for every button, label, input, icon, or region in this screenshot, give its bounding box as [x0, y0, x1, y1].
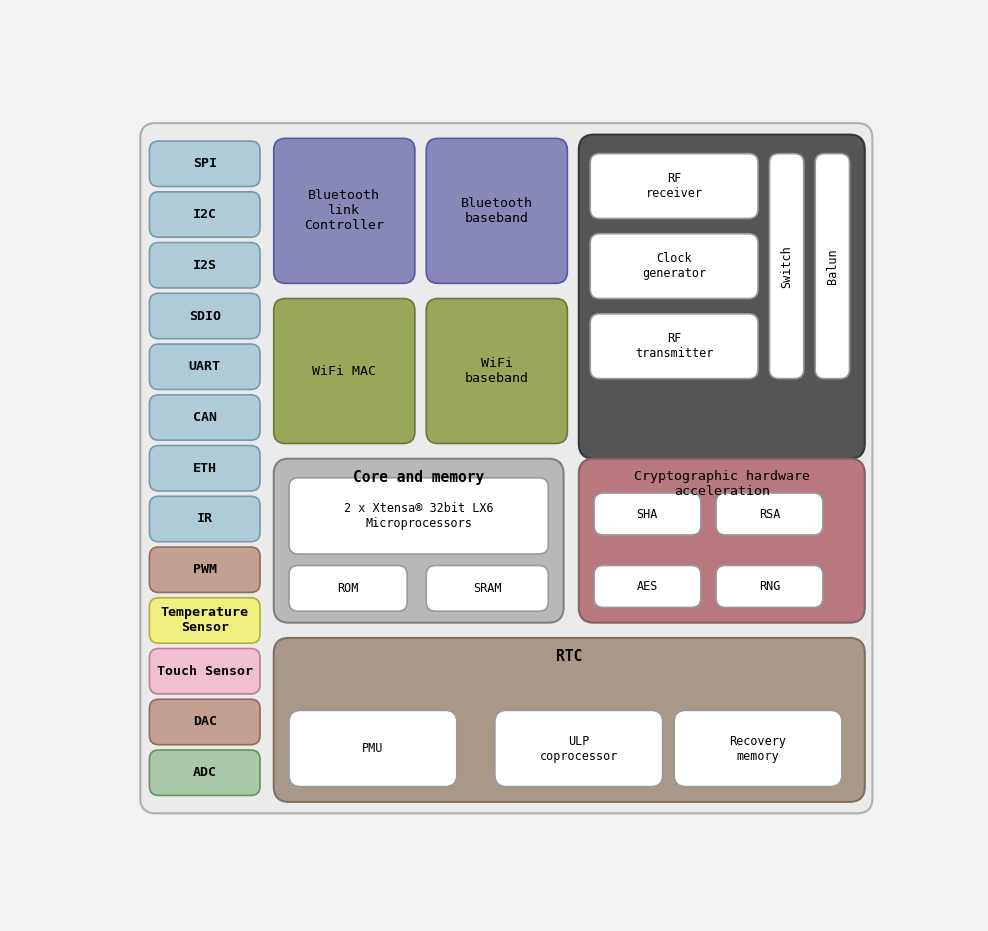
- Text: Cryptographic hardware
acceleration: Cryptographic hardware acceleration: [633, 470, 810, 498]
- FancyBboxPatch shape: [149, 344, 260, 389]
- Text: I2C: I2C: [193, 208, 216, 221]
- FancyBboxPatch shape: [149, 395, 260, 440]
- Text: Bluetooth
link
Controller: Bluetooth link Controller: [304, 189, 384, 233]
- Text: Clock
generator: Clock generator: [642, 252, 706, 280]
- FancyBboxPatch shape: [149, 547, 260, 592]
- FancyBboxPatch shape: [579, 459, 864, 623]
- FancyBboxPatch shape: [716, 565, 823, 607]
- FancyBboxPatch shape: [149, 750, 260, 795]
- FancyBboxPatch shape: [594, 493, 700, 535]
- FancyBboxPatch shape: [149, 142, 260, 186]
- FancyBboxPatch shape: [149, 192, 260, 237]
- Text: Bluetooth
baseband: Bluetooth baseband: [460, 196, 533, 225]
- FancyBboxPatch shape: [149, 649, 260, 694]
- FancyBboxPatch shape: [426, 299, 567, 443]
- FancyBboxPatch shape: [674, 710, 842, 787]
- Text: ULP
coprocessor: ULP coprocessor: [539, 735, 618, 762]
- Text: RNG: RNG: [759, 580, 781, 593]
- FancyBboxPatch shape: [716, 493, 823, 535]
- FancyBboxPatch shape: [140, 123, 872, 814]
- FancyBboxPatch shape: [149, 496, 260, 542]
- FancyBboxPatch shape: [590, 154, 758, 219]
- Text: RF
receiver: RF receiver: [645, 172, 702, 200]
- Text: SRAM: SRAM: [473, 582, 502, 595]
- FancyBboxPatch shape: [289, 478, 548, 554]
- FancyBboxPatch shape: [149, 293, 260, 339]
- Text: PMU: PMU: [363, 742, 383, 755]
- FancyBboxPatch shape: [495, 710, 663, 787]
- FancyBboxPatch shape: [426, 565, 548, 612]
- FancyBboxPatch shape: [590, 234, 758, 299]
- Text: SPI: SPI: [193, 157, 216, 170]
- Text: Switch: Switch: [781, 245, 793, 288]
- Text: Touch Sensor: Touch Sensor: [157, 665, 253, 678]
- FancyBboxPatch shape: [579, 135, 864, 459]
- Text: Temperature
Sensor: Temperature Sensor: [161, 606, 249, 635]
- Text: Core and memory: Core and memory: [353, 470, 484, 485]
- FancyBboxPatch shape: [815, 154, 850, 379]
- FancyBboxPatch shape: [590, 314, 758, 379]
- Text: DAC: DAC: [193, 715, 216, 728]
- Text: Balun: Balun: [826, 249, 839, 284]
- FancyBboxPatch shape: [274, 299, 415, 443]
- Text: UART: UART: [189, 360, 220, 373]
- FancyBboxPatch shape: [149, 598, 260, 643]
- Text: CAN: CAN: [193, 411, 216, 424]
- Text: RTC: RTC: [556, 650, 582, 665]
- Text: ADC: ADC: [193, 766, 216, 779]
- Text: AES: AES: [636, 580, 658, 593]
- Text: IR: IR: [197, 512, 212, 525]
- Text: ROM: ROM: [338, 582, 359, 595]
- Text: WiFi
baseband: WiFi baseband: [464, 357, 529, 385]
- FancyBboxPatch shape: [274, 139, 415, 283]
- Text: RSA: RSA: [759, 507, 781, 520]
- FancyBboxPatch shape: [149, 243, 260, 288]
- FancyBboxPatch shape: [149, 446, 260, 491]
- FancyBboxPatch shape: [289, 710, 456, 787]
- FancyBboxPatch shape: [289, 565, 407, 612]
- Text: I2S: I2S: [193, 259, 216, 272]
- FancyBboxPatch shape: [594, 565, 700, 607]
- Text: ETH: ETH: [193, 462, 216, 475]
- Text: SHA: SHA: [636, 507, 658, 520]
- FancyBboxPatch shape: [274, 459, 563, 623]
- Text: PWM: PWM: [193, 563, 216, 576]
- Text: WiFi MAC: WiFi MAC: [312, 365, 376, 377]
- Text: 2 x Xtensa® 32bit LX6
Microprocessors: 2 x Xtensa® 32bit LX6 Microprocessors: [344, 502, 493, 530]
- FancyBboxPatch shape: [149, 699, 260, 745]
- FancyBboxPatch shape: [770, 154, 804, 379]
- Text: SDIO: SDIO: [189, 309, 220, 322]
- FancyBboxPatch shape: [426, 139, 567, 283]
- Text: RF
transmitter: RF transmitter: [635, 332, 713, 360]
- FancyBboxPatch shape: [274, 638, 864, 802]
- Text: Recovery
memory: Recovery memory: [729, 735, 786, 762]
